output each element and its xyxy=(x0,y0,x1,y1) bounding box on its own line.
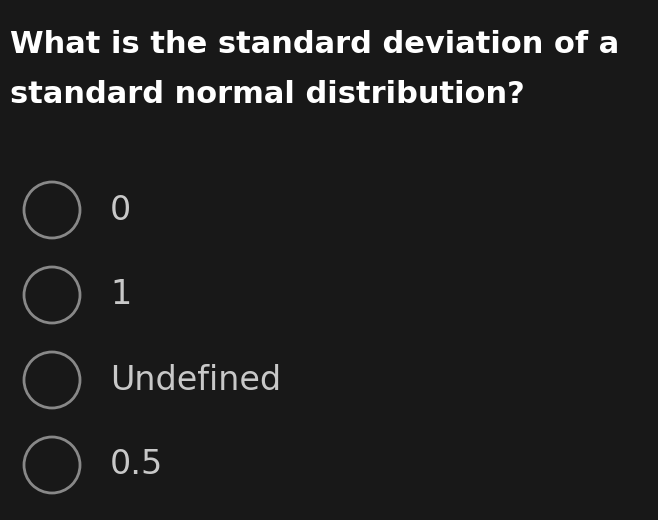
Text: 0.5: 0.5 xyxy=(110,448,163,482)
Text: What is the standard deviation of a: What is the standard deviation of a xyxy=(10,30,619,59)
Text: 1: 1 xyxy=(110,279,131,311)
Text: Undefined: Undefined xyxy=(110,363,281,396)
Text: standard normal distribution?: standard normal distribution? xyxy=(10,80,524,109)
Text: 0: 0 xyxy=(110,193,131,227)
